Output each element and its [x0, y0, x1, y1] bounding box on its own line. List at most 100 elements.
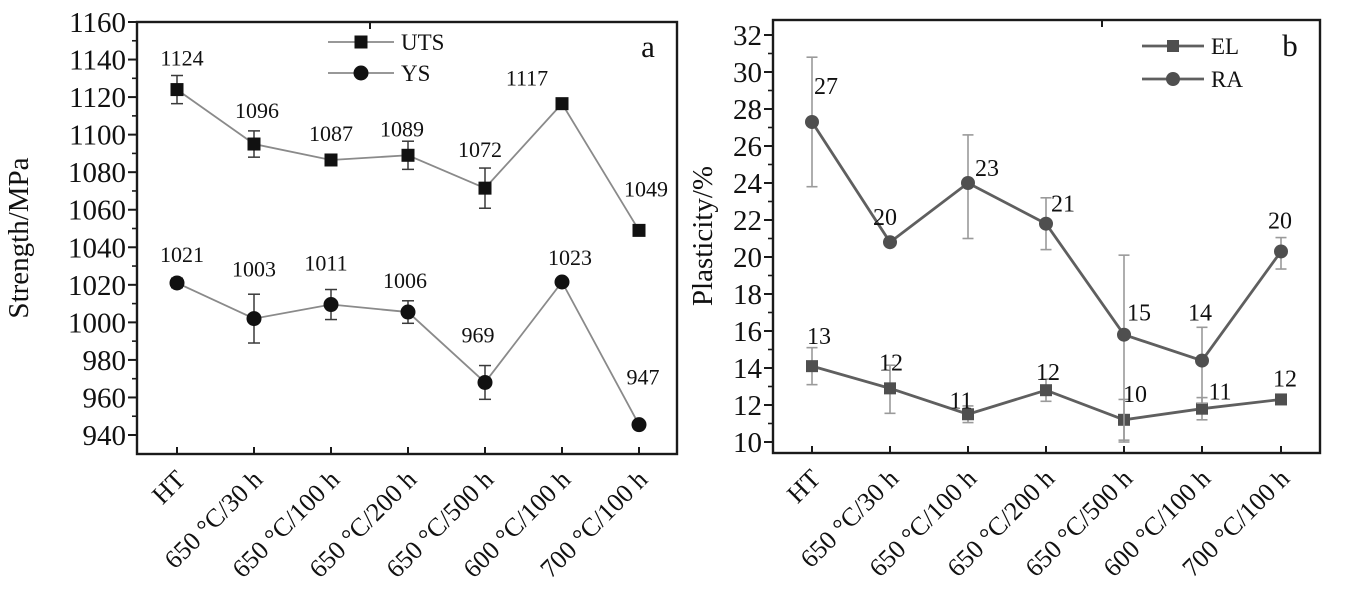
y-tick-label: 1140: [69, 45, 126, 77]
y-tick-label: 1040: [68, 232, 126, 264]
value-label-UTS: 1096: [235, 98, 279, 123]
legend: EL RA: [1142, 34, 1243, 92]
marker-square-EL: [884, 382, 896, 395]
legend-item-EL: EL: [1142, 34, 1239, 59]
value-label-RA: 23: [975, 156, 999, 182]
y-tick-label: 24: [733, 168, 763, 200]
value-label-UTS: 1124: [160, 46, 203, 71]
marker-circle-YS: [477, 374, 493, 390]
marker-circle-RA: [883, 235, 897, 250]
marker-circle-RA: [961, 176, 975, 190]
value-label-EL: 11: [1208, 380, 1231, 406]
value-label-EL: 10: [1123, 382, 1147, 408]
y-tick-label: 940: [83, 420, 127, 452]
marker-square-EL: [806, 360, 818, 373]
marker-square-UTS: [324, 153, 338, 167]
panel-label: b: [1282, 28, 1298, 63]
value-label-UTS: 1087: [309, 121, 353, 146]
x-tick-label: HT: [146, 465, 191, 510]
chart-panel-a: 940 960 980 1000 1020 1040 1060 1080 1100 1120 114…: [3, 7, 679, 584]
legend-marker-YS: [353, 65, 369, 81]
marker-circle-YS: [400, 304, 416, 320]
y-tick-label: 16: [733, 316, 762, 348]
value-label-EL: 11: [949, 388, 972, 414]
value-label-UTS: 1089: [380, 116, 424, 141]
value-label-EL: 12: [879, 350, 903, 376]
value-label-EL: 12: [1273, 366, 1297, 392]
value-label-UTS: 1117: [506, 66, 548, 91]
value-label-YS: 1021: [160, 242, 204, 267]
marker-circle-YS: [169, 275, 185, 291]
panel-label: a: [641, 29, 655, 64]
value-label-RA: 20: [873, 205, 897, 231]
series-UTS: 1124 1096 1087 1089 1072 1117 1049: [160, 46, 668, 237]
series-RA: 27 20 23 21 15 14 20: [805, 56, 1292, 443]
y-tick-label: 18: [733, 279, 762, 311]
y-tick-label: 22: [733, 205, 762, 237]
series-EL: 13 12 11 12 10 11 12: [806, 324, 1297, 441]
legend: UTS YS: [328, 30, 444, 86]
marker-square-UTS: [401, 148, 415, 162]
marker-square-EL: [962, 408, 974, 421]
marker-square-UTS: [170, 83, 184, 97]
value-label-YS: 947: [627, 365, 660, 390]
marker-square-UTS: [632, 223, 646, 237]
legend-marker-UTS: [354, 35, 368, 49]
y-axis-title: Strength/MPa: [3, 157, 35, 318]
error-bar-RA: [1118, 254, 1130, 443]
value-label-YS: 1006: [383, 268, 427, 293]
legend-label-RA: RA: [1211, 67, 1243, 92]
plot-frame: [135, 20, 679, 456]
value-label-YS: 1023: [548, 245, 592, 270]
y-tick-label: 12: [733, 390, 762, 422]
marker-circle-YS: [631, 417, 647, 433]
legend-marker-EL: [1167, 40, 1179, 52]
y-tick-label: 26: [733, 131, 762, 163]
y-tick-label: 1100: [69, 120, 126, 152]
legend-item-UTS: UTS: [328, 30, 444, 55]
value-label-YS: 1011: [304, 251, 347, 276]
y-tick-label: 1000: [68, 307, 126, 339]
value-label-RA: 15: [1127, 301, 1151, 327]
legend-item-YS: YS: [328, 61, 430, 86]
y-tick-label: 28: [733, 94, 762, 126]
y-tick-label: 1060: [68, 195, 126, 227]
y-tick-label: 20: [733, 242, 762, 274]
y-tick-label: 980: [83, 345, 127, 377]
marker-circle-RA: [1195, 353, 1209, 368]
value-label-RA: 27: [814, 74, 838, 100]
y-axis-title: Plasticity/%: [687, 166, 719, 306]
marker-square-EL: [1196, 402, 1208, 415]
value-label-RA: 21: [1051, 192, 1075, 218]
legend-label-UTS: UTS: [401, 30, 444, 55]
value-label-YS: 1003: [232, 257, 276, 282]
marker-circle-YS: [554, 274, 570, 290]
y-tick-label: 10: [733, 427, 762, 459]
legend-item-RA: RA: [1142, 67, 1243, 92]
y-tick-label: 14: [733, 353, 763, 385]
x-tick-label: HT: [781, 464, 826, 509]
legend-label-YS: YS: [401, 61, 430, 86]
marker-circle-RA: [1274, 244, 1288, 259]
marker-circle-RA: [805, 114, 819, 129]
value-label-RA: 20: [1268, 208, 1292, 234]
legend-label-EL: EL: [1211, 34, 1239, 59]
marker-circle-YS: [246, 311, 262, 327]
y-tick-label: 1080: [68, 157, 126, 189]
marker-square-EL: [1040, 384, 1052, 397]
marker-square-UTS: [478, 181, 492, 195]
value-label-EL: 13: [807, 324, 831, 350]
y-tick-label: 30: [733, 57, 762, 89]
y-tick-label: 1120: [69, 82, 126, 114]
value-label-RA: 14: [1188, 301, 1212, 327]
y-tick-label: 1160: [69, 7, 126, 39]
marker-circle-YS: [323, 297, 339, 313]
y-tick-label: 32: [733, 20, 762, 52]
value-label-UTS: 1049: [624, 176, 668, 201]
marker-square-UTS: [555, 97, 569, 111]
marker-circle-RA: [1039, 216, 1053, 231]
value-label-YS: 969: [462, 322, 495, 347]
